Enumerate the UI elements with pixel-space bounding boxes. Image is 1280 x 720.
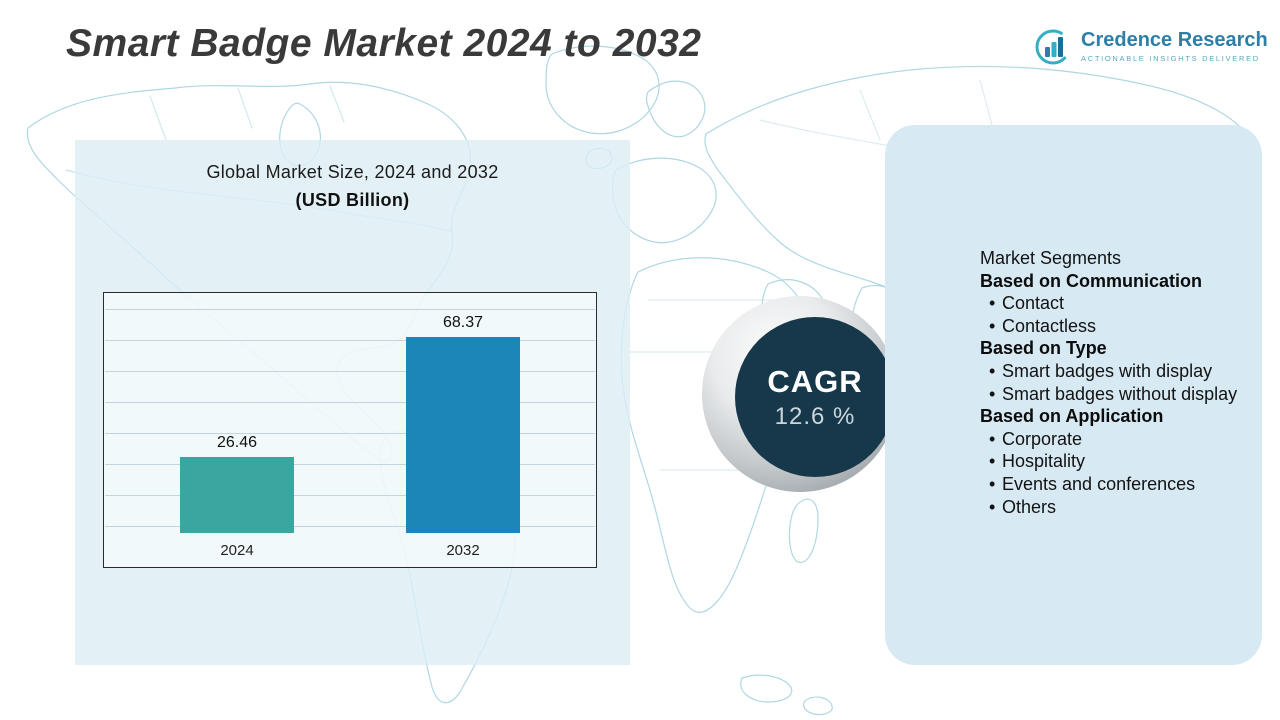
market-size-panel: Global Market Size, 2024 and 2032 (USD B… bbox=[75, 140, 630, 665]
segment-item-label: Contactless bbox=[1002, 315, 1097, 336]
cagr-circle: CAGR 12.6 % bbox=[735, 317, 895, 477]
brand-tagline: Actionable Insights Delivered bbox=[1081, 54, 1260, 63]
segment-item: Contact bbox=[980, 292, 1246, 315]
brand-logo: Credence Research Actionable Insights De… bbox=[1034, 28, 1268, 66]
brand-name: Credence Research bbox=[1081, 29, 1268, 51]
bar-label-2032: 2032 bbox=[446, 541, 480, 559]
segment-group-type: Based on Type bbox=[980, 338, 1107, 359]
cagr-value: 12.6 % bbox=[774, 402, 856, 430]
bar-value-2024: 26.46 bbox=[216, 434, 258, 451]
segment-item: Smart badges without display bbox=[980, 383, 1246, 406]
brand-text: Credence Research Actionable Insights De… bbox=[1081, 28, 1268, 63]
cagr-badge: CAGR 12.6 % bbox=[698, 296, 903, 503]
bar-group-2024: 26.46 2024 bbox=[180, 434, 294, 567]
segment-item: Others bbox=[980, 496, 1246, 519]
segment-item: Corporate bbox=[980, 428, 1246, 451]
market-segments-panel: Market Segments Based on Communication C… bbox=[885, 125, 1262, 665]
segment-item: Contactless bbox=[980, 315, 1246, 338]
bar-2032 bbox=[406, 337, 520, 533]
segments-list: Market Segments Based on Communication C… bbox=[980, 247, 1246, 518]
segment-item-label: Events and conferences bbox=[1002, 473, 1196, 494]
bar-group-2032: 68.37 2032 bbox=[406, 314, 520, 567]
segment-item: Hospitality bbox=[980, 450, 1246, 473]
segment-item-label: Corporate bbox=[1002, 428, 1083, 449]
bar-value-2032: 68.37 bbox=[442, 314, 484, 331]
segment-item-label: Others bbox=[1002, 496, 1057, 517]
bar-2024 bbox=[180, 457, 294, 533]
segment-group-communication: Based on Communication bbox=[980, 270, 1203, 291]
segment-item: Events and conferences bbox=[980, 473, 1246, 496]
segment-item-label: Contact bbox=[1002, 293, 1065, 314]
credence-logo-icon bbox=[1035, 29, 1071, 65]
segments-heading: Market Segments bbox=[980, 248, 1122, 268]
chart-plot-area: 26.46 2024 68.37 2032 bbox=[104, 293, 596, 567]
segment-item-label: Smart badges with display bbox=[1002, 360, 1213, 381]
page-title: Smart Badge Market 2024 to 2032 bbox=[66, 22, 702, 65]
bar-label-2024: 2024 bbox=[220, 541, 254, 559]
segment-item-label: Smart badges without display bbox=[1002, 383, 1238, 404]
segment-group-application: Based on Application bbox=[980, 406, 1164, 427]
chart-subheading: (USD Billion) bbox=[295, 190, 410, 210]
segment-item-label: Hospitality bbox=[1002, 451, 1086, 472]
cagr-label: CAGR bbox=[767, 363, 863, 399]
segment-item: Smart badges with display bbox=[980, 360, 1246, 383]
bar-chart: 26.46 2024 68.37 2032 bbox=[103, 292, 597, 568]
chart-heading: Global Market Size, 2024 and 2032 bbox=[206, 162, 499, 182]
